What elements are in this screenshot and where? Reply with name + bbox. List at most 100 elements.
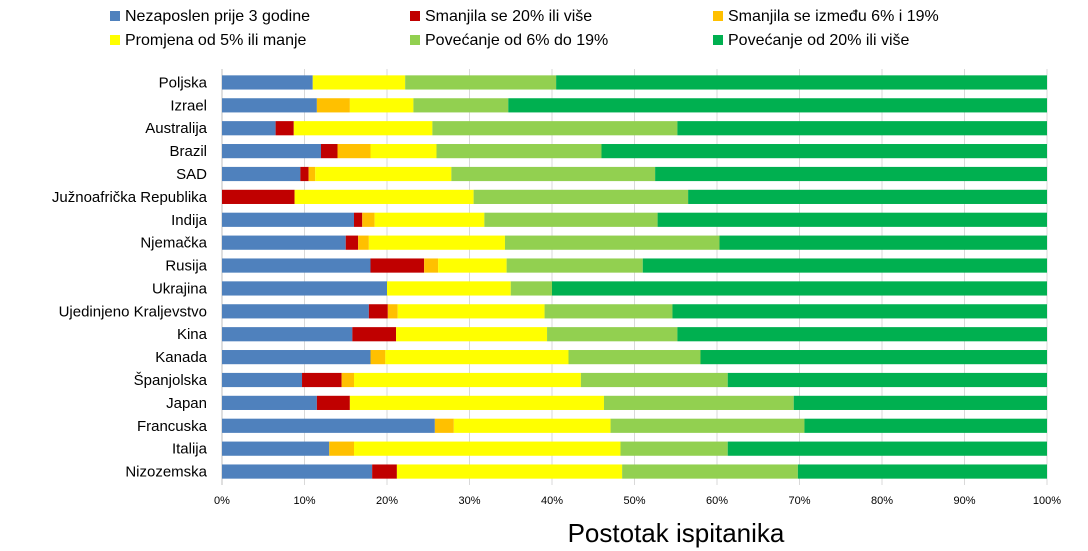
bar-segment	[804, 418, 1047, 433]
bar-segment	[374, 212, 485, 227]
bar-segment	[354, 441, 621, 456]
legend-label: Povećanje od 6% do 19%	[425, 32, 608, 49]
bar-segment	[568, 350, 701, 365]
category-label: Australija	[145, 120, 207, 137]
bar-segment	[510, 281, 552, 296]
bar-segment	[222, 350, 371, 365]
category-label: Nizozemska	[125, 464, 207, 481]
bar-segment	[677, 327, 1047, 342]
bar-segment	[508, 98, 1047, 113]
bar-segment	[222, 441, 330, 456]
bar-segment	[222, 235, 346, 250]
bar-segment	[349, 395, 604, 410]
bar-segment	[601, 144, 1047, 159]
legend-label: Smanjila se između 6% i 19%	[728, 8, 939, 25]
bar-segment	[294, 189, 474, 204]
bar-segment	[349, 98, 414, 113]
bar-segment	[222, 327, 353, 342]
x-tick-label: 80%	[871, 495, 893, 507]
bar-segment	[436, 144, 602, 159]
bar-segment	[396, 327, 548, 342]
bar-segment	[473, 189, 689, 204]
legend-label: Smanjila se 20% ili više	[425, 8, 592, 25]
bar-segment	[293, 121, 433, 136]
legend: Nezaposlen prije 3 godine Smanjila se 20%…	[110, 8, 939, 49]
legend-swatch	[110, 11, 120, 21]
category-label: Japan	[166, 395, 207, 412]
bar-segment	[222, 418, 435, 433]
bar-segment	[405, 75, 557, 90]
bar-segment	[700, 350, 1047, 365]
bar-segment	[354, 372, 581, 388]
bar-segment	[438, 258, 507, 273]
bar-segment	[727, 441, 1047, 456]
bar-segment	[727, 372, 1047, 388]
bar-segment	[368, 235, 505, 250]
bar-segment	[275, 121, 294, 136]
bar-segment	[362, 212, 375, 227]
bar-segment	[432, 121, 678, 136]
bar-segment	[308, 166, 316, 182]
category-label: Kina	[177, 326, 208, 343]
bar-segment	[610, 418, 805, 433]
bar-segment	[484, 212, 658, 227]
bar-segment	[368, 304, 388, 319]
bar-segment	[316, 98, 350, 113]
category-labels: Poljska Izrael Australija Brazil SAD Južnoafr…	[52, 74, 208, 480]
bar-segment	[688, 189, 1047, 204]
bar-segment	[358, 235, 369, 250]
bar-segment	[657, 212, 1047, 227]
bar-segment	[603, 395, 794, 410]
bar-segment	[547, 327, 678, 342]
legend-label: Povećanje od 20% ili više	[728, 32, 910, 49]
bar-segment	[504, 235, 720, 250]
legend-swatch	[713, 35, 723, 45]
bar-segment	[620, 441, 728, 456]
category-label: SAD	[176, 166, 207, 183]
bar-segment	[370, 258, 425, 273]
x-tick-label: 30%	[458, 495, 480, 507]
category-label: Rusija	[165, 258, 207, 275]
category-label: Izrael	[170, 97, 207, 114]
legend-swatch	[110, 35, 120, 45]
x-axis-title: Postotak ispitanika	[568, 518, 785, 548]
category-label: Indija	[171, 212, 208, 229]
bar-segment	[354, 212, 363, 227]
category-label: Njemačka	[140, 235, 207, 252]
legend-label: Nezaposlen prije 3 godine	[125, 8, 310, 25]
bar-segment	[222, 75, 313, 90]
x-tick-label: 90%	[953, 495, 975, 507]
bar-segment	[453, 418, 611, 433]
bar-segment	[302, 372, 342, 388]
category-label: Španjolska	[134, 372, 208, 389]
bar-segment	[222, 372, 303, 388]
x-tick-labels: 0% 10% 20% 30% 40% 50% 60% 70% 80% 90% 100%	[214, 495, 1061, 507]
x-tick-label: 40%	[541, 495, 563, 507]
category-label: Ujedinjeno Kraljevstvo	[59, 303, 207, 320]
bar-segment	[222, 166, 301, 182]
legend-swatch	[410, 35, 420, 45]
bar-segment	[424, 258, 439, 273]
bar-segment	[396, 464, 623, 479]
bar-segment	[385, 350, 569, 365]
bar-segment	[451, 166, 656, 182]
legend-label: Promjena od 5% ili manje	[125, 32, 307, 49]
category-label: Brazil	[169, 143, 207, 160]
category-label: Francuska	[137, 418, 208, 435]
bar-segment	[552, 281, 1047, 296]
bar-segment	[642, 258, 1047, 273]
bar-segment	[321, 144, 338, 159]
category-label: Italija	[172, 441, 208, 458]
category-label: Ukrajina	[152, 280, 208, 297]
x-tick-label: 50%	[623, 495, 645, 507]
bar-segment	[719, 235, 1047, 250]
bar-segment	[413, 98, 509, 113]
bar-segment	[434, 418, 454, 433]
bar-segment	[397, 304, 545, 319]
bar-segment	[797, 464, 1047, 479]
bar-segment	[300, 166, 309, 182]
legend-swatch	[713, 11, 723, 21]
category-label: Poljska	[159, 74, 208, 91]
x-tick-label: 60%	[706, 495, 728, 507]
